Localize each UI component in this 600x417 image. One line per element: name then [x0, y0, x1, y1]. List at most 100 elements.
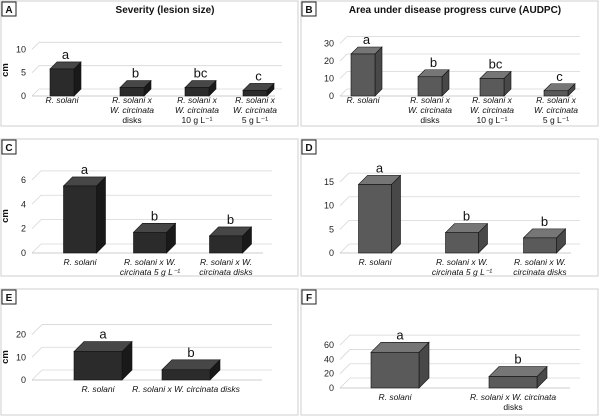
category-label: circinata disks [513, 267, 567, 277]
gridline-offset [339, 71, 348, 79]
category-label: R. solani [63, 257, 97, 267]
y-tick-label: 0 [329, 248, 334, 258]
bar-side [391, 174, 401, 254]
panel-frame [300, 288, 599, 416]
bar [350, 53, 376, 97]
panel-letter-box [301, 139, 317, 155]
significance-letter: b [463, 209, 470, 224]
bar [49, 68, 75, 97]
gridline-offset [339, 334, 351, 346]
bar-top [161, 359, 221, 371]
category-label: R. solani [81, 384, 115, 394]
bar-side [374, 46, 383, 97]
gridline-offset [31, 42, 40, 50]
y-tick-label: 60 [324, 340, 334, 350]
category-label: 5 g L⁻¹ [242, 115, 268, 125]
category-label: circinata 5 g L⁻¹ [120, 267, 180, 277]
bar-top [488, 366, 548, 377]
panel-frame [300, 0, 599, 127]
y-tick-label: 30 [324, 39, 334, 49]
panel-letter-box [301, 1, 317, 17]
y-tick-label: 0 [21, 91, 26, 101]
category-label: R. solani x W. circinata [470, 392, 556, 402]
category-label: W. circinata [110, 105, 154, 115]
category-label: disks [503, 402, 522, 412]
significance-letter: b [187, 345, 194, 360]
gridline-offset [339, 377, 351, 389]
gridline-offset [31, 243, 42, 254]
category-label: R. solani x W. [436, 257, 488, 267]
panel-letter: A [5, 5, 12, 16]
gridline-offset [339, 220, 350, 230]
significance-letter: a [376, 160, 384, 175]
bar [479, 78, 505, 97]
panel-letter: E [6, 293, 13, 304]
y-tick-label: 10 [324, 74, 334, 84]
category-label: W. circinata [175, 105, 219, 115]
panel-letter-box [1, 289, 17, 305]
bar-top [370, 341, 430, 353]
panel-e: E 0 10 20 cm a R. solani b R. solani x W. circin… [0, 288, 299, 416]
category-label: circinata disks [199, 267, 253, 277]
category-label: R. solani x [177, 95, 217, 105]
significance-letter: b [132, 66, 139, 81]
gridline-offset [31, 369, 43, 381]
category-label: R. solani x W. [514, 257, 566, 267]
significance-letter: b [541, 214, 548, 229]
y-tick-label: 4 [21, 199, 26, 209]
panel-letter: F [306, 293, 312, 304]
category-label: R. solani [45, 95, 79, 105]
gridline-offset [339, 243, 350, 254]
y-tick-label: 5 [329, 224, 334, 234]
panel-letter: C [5, 143, 12, 154]
bar [543, 90, 569, 97]
category-label: 5 g L⁻¹ [543, 115, 569, 125]
bar [209, 235, 243, 254]
bar [370, 351, 420, 389]
category-label: R. solani x W. circinata disks [132, 384, 241, 394]
category-label: R. solani [346, 95, 380, 105]
category-label: 10 g L⁻¹ [182, 115, 213, 125]
bar [445, 232, 479, 254]
bar-top [73, 341, 133, 352]
significance-letter: a [81, 162, 89, 177]
panel-letter: B [305, 5, 312, 16]
y-tick-label: 0 [329, 91, 334, 101]
significance-letter: a [62, 47, 70, 62]
bar [417, 76, 443, 97]
y-tick-label: 15 [324, 177, 334, 187]
bar [133, 231, 167, 254]
y-tick-label: 6 [21, 175, 26, 185]
category-label: R. solani x [472, 95, 512, 105]
category-label: R. solani x [410, 95, 450, 105]
left-column-title: Severity (lesion size) [116, 5, 215, 16]
significance-letter: bc [489, 57, 503, 72]
significance-letter: c [255, 68, 262, 83]
category-label: R. solani [358, 257, 392, 267]
gridline-offset [339, 172, 350, 183]
y-axis-label: cm [0, 209, 11, 223]
panel-letter: D [305, 143, 312, 154]
significance-letter: c [556, 69, 563, 84]
gridline-offset [339, 349, 351, 360]
category-label: W. circinata [408, 105, 452, 115]
bar [161, 369, 211, 381]
panel-f: F 0 20 40 60 a R. solani b R. solani x W. circin… [300, 288, 599, 416]
right-column-title: Area under disease progress curve (AUDPC… [349, 5, 561, 16]
gridline-offset [31, 170, 42, 181]
bar [488, 376, 538, 389]
significance-letter: bc [194, 66, 208, 81]
panel-letter-box [301, 289, 317, 305]
bar [119, 87, 145, 97]
y-tick-label: 10 [324, 201, 334, 211]
category-label: R. solani x [536, 95, 576, 105]
category-label: disks [420, 115, 439, 125]
gridline-offset [31, 324, 43, 335]
category-label: R. solani x W. [124, 257, 176, 267]
panel-frame [300, 138, 599, 277]
y-tick-label: 0 [21, 375, 26, 385]
y-tick-label: 20 [16, 330, 26, 340]
